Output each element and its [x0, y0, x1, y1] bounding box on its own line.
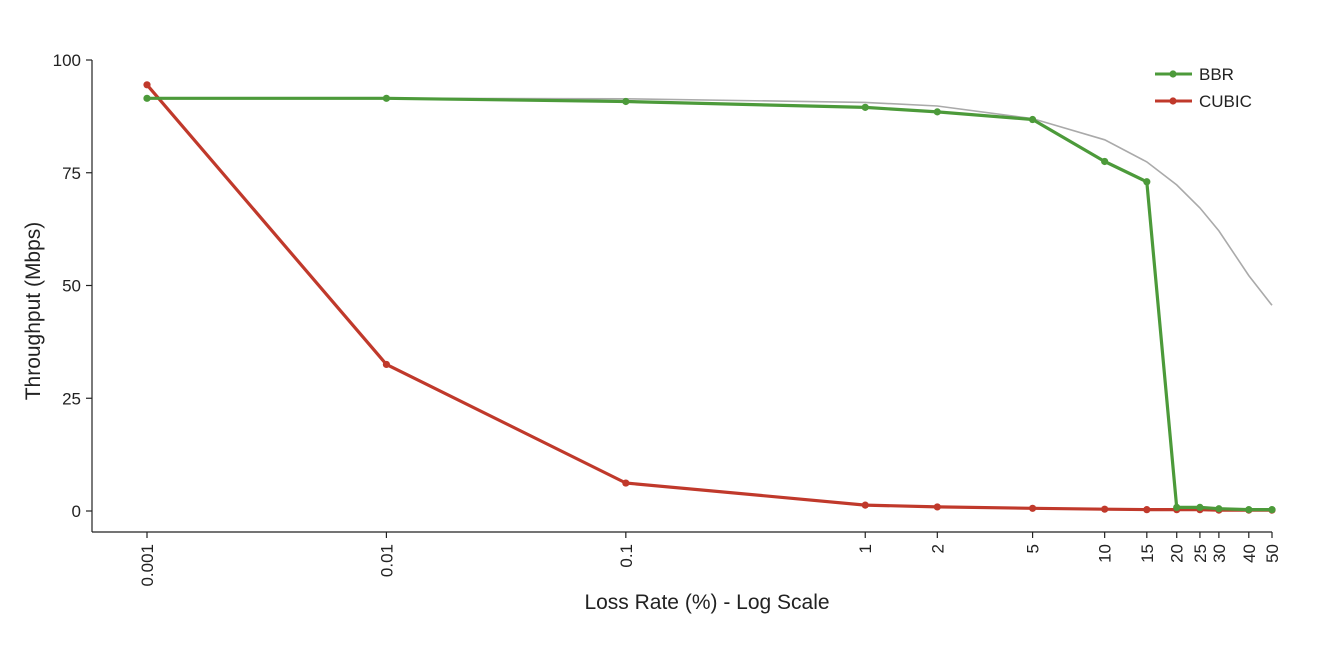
data-point-bbr	[861, 103, 869, 111]
x-tick-label: 2	[928, 544, 947, 553]
data-point-cubic	[933, 503, 941, 511]
y-tick-label: 0	[72, 502, 81, 521]
data-point-cubic	[622, 479, 630, 487]
legend-label-cubic: CUBIC	[1199, 92, 1252, 111]
reference-curve-line	[147, 97, 1273, 306]
x-tick-label: 0.01	[377, 544, 396, 577]
data-point-bbr	[1173, 503, 1181, 511]
x-tick-label: 0.001	[138, 544, 157, 587]
legend: BBR CUBIC	[1155, 65, 1252, 111]
x-tick-label: 15	[1138, 544, 1157, 563]
data-point-cubic	[1143, 506, 1151, 514]
data-point-bbr	[1143, 178, 1151, 186]
x-tick-label: 1	[856, 544, 875, 553]
data-point-cubic	[1028, 504, 1037, 512]
data-point-cubic	[382, 360, 391, 369]
x-tick-label: 50	[1263, 544, 1282, 563]
legend-marker-bbr	[1169, 70, 1177, 78]
y-tick-label: 100	[53, 51, 81, 70]
axes	[86, 59, 1273, 538]
x-tick-label: 40	[1240, 544, 1259, 563]
x-tick-label: 5	[1024, 544, 1043, 553]
data-point-bbr	[143, 94, 151, 102]
data-point-bbr	[933, 108, 941, 116]
data-point-bbr	[1101, 157, 1109, 166]
data-point-cubic	[143, 81, 151, 89]
y-tick-label: 50	[62, 277, 81, 296]
legend-label-bbr: BBR	[1199, 65, 1234, 84]
x-tick-label: 10	[1096, 544, 1115, 563]
x-tick-label: 30	[1210, 544, 1229, 563]
series-layer	[143, 81, 1276, 514]
reference-curve	[147, 97, 1273, 306]
series-line-cubic	[145, 83, 1272, 512]
data-point-cubic	[861, 501, 869, 509]
data-point-bbr	[1215, 505, 1223, 513]
y-axis-title: Throughput (Mbps)	[22, 222, 45, 401]
x-tick-label: 0.1	[617, 544, 636, 568]
data-point-bbr	[622, 97, 630, 106]
x-axis-title: Loss Rate (%) - Log Scale	[584, 591, 829, 614]
data-point-bbr	[1268, 506, 1276, 514]
series-bbr	[143, 94, 1276, 514]
legend-marker-cubic	[1169, 97, 1177, 105]
y-tick-label: 75	[62, 164, 81, 183]
data-point-cubic	[1101, 505, 1109, 513]
data-point-bbr	[1245, 506, 1253, 514]
series-cubic	[143, 81, 1276, 514]
x-tick-label: 25	[1191, 544, 1210, 563]
data-point-bbr	[382, 94, 391, 102]
x-tick-label: 20	[1168, 544, 1187, 563]
data-point-bbr	[1028, 115, 1037, 124]
data-point-bbr	[1196, 503, 1204, 511]
y-tick-label: 25	[62, 389, 81, 408]
